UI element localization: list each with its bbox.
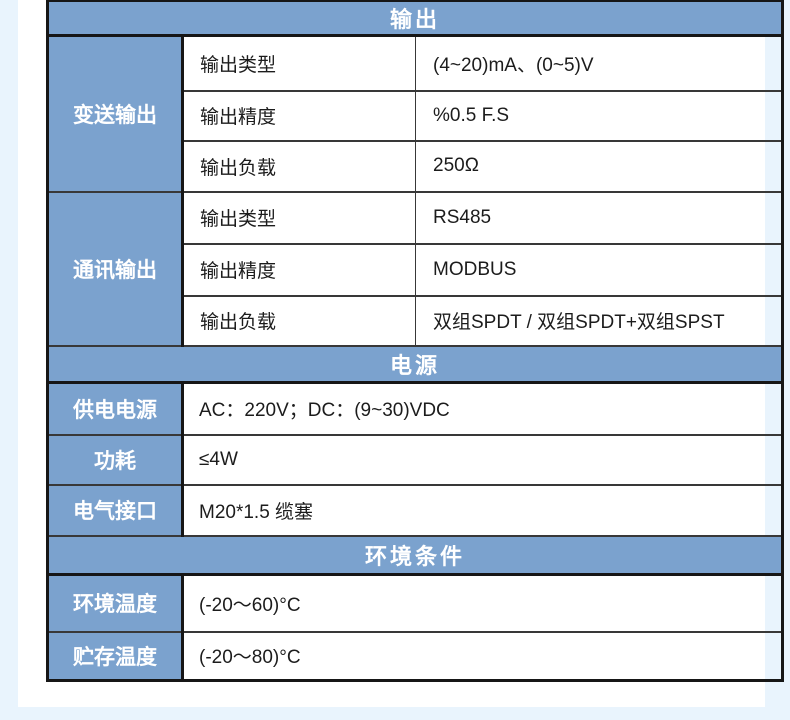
spec-value: %0.5 F.S [415,89,784,142]
spec-label: 输出类型 [181,190,416,245]
section-header-environment: 环境条件 [46,534,784,576]
group-label-ambient-temperature: 环境温度 [46,573,184,633]
spec-value: (4~20)mA、(0~5)V [415,34,784,92]
group-label-communication-output: 通讯输出 [46,190,184,347]
spec-value: ≤4W [182,433,784,486]
section-header-output: 输出 [46,0,784,37]
spec-value: AC：220V；DC：(9~30)VDC [182,381,784,436]
spec-value: M20*1.5 缆塞 [182,483,784,537]
spec-label: 输出精度 [181,242,416,297]
spec-label: 输出负载 [181,294,416,347]
spec-value: (-20～80)°C [182,630,784,682]
spec-value: 250Ω [415,139,784,193]
spec-value: 双组SPDT / 双组SPDT+双组SPST [415,294,784,347]
group-label-power-consumption: 功耗 [46,433,184,486]
group-label-power-supply: 供电电源 [46,381,184,436]
spec-label: 输出负载 [181,139,416,193]
specification-table: 输出 变送输出 输出类型 (4~20)mA、(0~5)V 输出精度 %0.5 F… [46,0,784,682]
group-label-storage-temperature: 贮存温度 [46,630,184,682]
group-label-electrical-interface: 电气接口 [46,483,184,537]
spec-value: RS485 [415,190,784,245]
spec-label: 输出类型 [181,34,416,92]
section-header-power: 电源 [46,344,784,384]
content-card: 输出 变送输出 输出类型 (4~20)mA、(0~5)V 输出精度 %0.5 F… [18,0,784,707]
group-label-transmitter-output: 变送输出 [46,34,184,193]
spec-value: (-20～60)°C [182,573,784,633]
spec-value: MODBUS [415,242,784,297]
spec-label: 输出精度 [181,89,416,142]
